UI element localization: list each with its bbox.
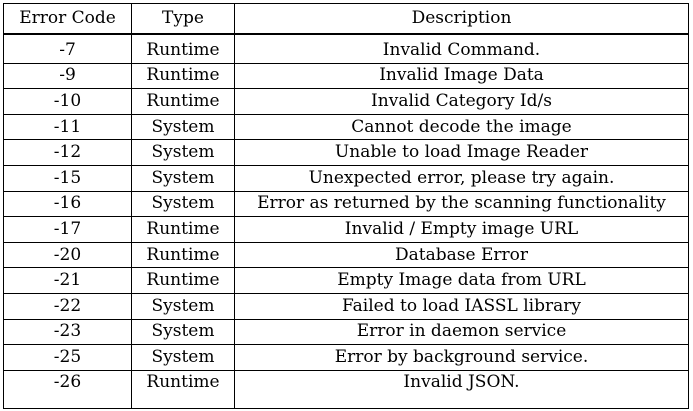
cell-error-code: -25 — [3, 345, 131, 371]
cell-error-code: -15 — [3, 165, 131, 192]
cell-type: Runtime — [131, 38, 234, 64]
cell-type: Runtime — [131, 242, 234, 269]
cell-type: System — [131, 140, 234, 166]
table-row: -26 Runtime Invalid JSON. — [3, 370, 689, 409]
table-row: -10 Runtime Invalid Category Id/s — [3, 89, 689, 115]
table-row: -20 Runtime Database Error — [3, 242, 689, 269]
cell-type: Runtime — [131, 89, 234, 115]
cell-type: System — [131, 293, 234, 320]
cell-type: System — [131, 319, 234, 346]
table-body: -7 Runtime Invalid Command. -9 Runtime I… — [3, 34, 689, 409]
table-row: -17 Runtime Invalid / Empty image URL — [3, 217, 689, 243]
table-row: -9 Runtime Invalid Image Data — [3, 63, 689, 90]
table-row: -12 System Unable to load Image Reader — [3, 140, 689, 166]
cell-type: Runtime — [131, 217, 234, 243]
cell-description: Database Error — [234, 242, 689, 269]
table-header: Error Code Type Description — [3, 3, 689, 34]
table-row: -25 System Error by background service. — [3, 345, 689, 371]
cell-error-code: -22 — [3, 293, 131, 320]
cell-type: Runtime — [131, 370, 234, 409]
table-row: -22 System Failed to load IASSL library — [3, 293, 689, 320]
cell-type: Runtime — [131, 268, 234, 294]
header-double-rule — [3, 34, 689, 38]
cell-error-code: -21 — [3, 268, 131, 294]
rule-cell — [3, 34, 131, 38]
cell-description: Cannot decode the image — [234, 114, 689, 141]
header-type: Type — [131, 3, 234, 34]
cell-error-code: -10 — [3, 89, 131, 115]
cell-type: System — [131, 114, 234, 141]
cell-description: Invalid Image Data — [234, 63, 689, 90]
header-description: Description — [234, 3, 689, 34]
error-code-table: Error Code Type Description -7 Runtime I… — [3, 3, 689, 409]
cell-description: Error by background service. — [234, 345, 689, 371]
cell-error-code: -7 — [3, 38, 131, 64]
cell-type: Runtime — [131, 63, 234, 90]
cell-description: Invalid Category Id/s — [234, 89, 689, 115]
cell-error-code: -12 — [3, 140, 131, 166]
cell-description: Empty Image data from URL — [234, 268, 689, 294]
cell-error-code: -9 — [3, 63, 131, 90]
cell-description: Invalid Command. — [234, 38, 689, 64]
cell-type: System — [131, 165, 234, 192]
header-error-code: Error Code — [3, 3, 131, 34]
table-row: -16 System Error as returned by the scan… — [3, 191, 689, 218]
table-row: -23 System Error in daemon service — [3, 319, 689, 346]
cell-description: Failed to load IASSL library — [234, 293, 689, 320]
cell-type: System — [131, 345, 234, 371]
table-row: -21 Runtime Empty Image data from URL — [3, 268, 689, 294]
cell-error-code: -23 — [3, 319, 131, 346]
cell-description: Unexpected error, please try again. — [234, 165, 689, 192]
table-row: -7 Runtime Invalid Command. — [3, 38, 689, 64]
cell-type: System — [131, 191, 234, 218]
cell-error-code: -17 — [3, 217, 131, 243]
rule-cell — [234, 34, 689, 38]
cell-description: Error in daemon service — [234, 319, 689, 346]
table-row: -15 System Unexpected error, please try … — [3, 165, 689, 192]
table-row: -11 System Cannot decode the image — [3, 114, 689, 141]
header-row: Error Code Type Description — [3, 3, 689, 34]
cell-error-code: -26 — [3, 370, 131, 409]
cell-error-code: -16 — [3, 191, 131, 218]
cell-error-code: -11 — [3, 114, 131, 141]
rule-cell — [131, 34, 234, 38]
cell-description: Unable to load Image Reader — [234, 140, 689, 166]
cell-description: Invalid JSON. — [234, 370, 689, 409]
cell-description: Invalid / Empty image URL — [234, 217, 689, 243]
cell-error-code: -20 — [3, 242, 131, 269]
cell-description: Error as returned by the scanning functi… — [234, 191, 689, 218]
